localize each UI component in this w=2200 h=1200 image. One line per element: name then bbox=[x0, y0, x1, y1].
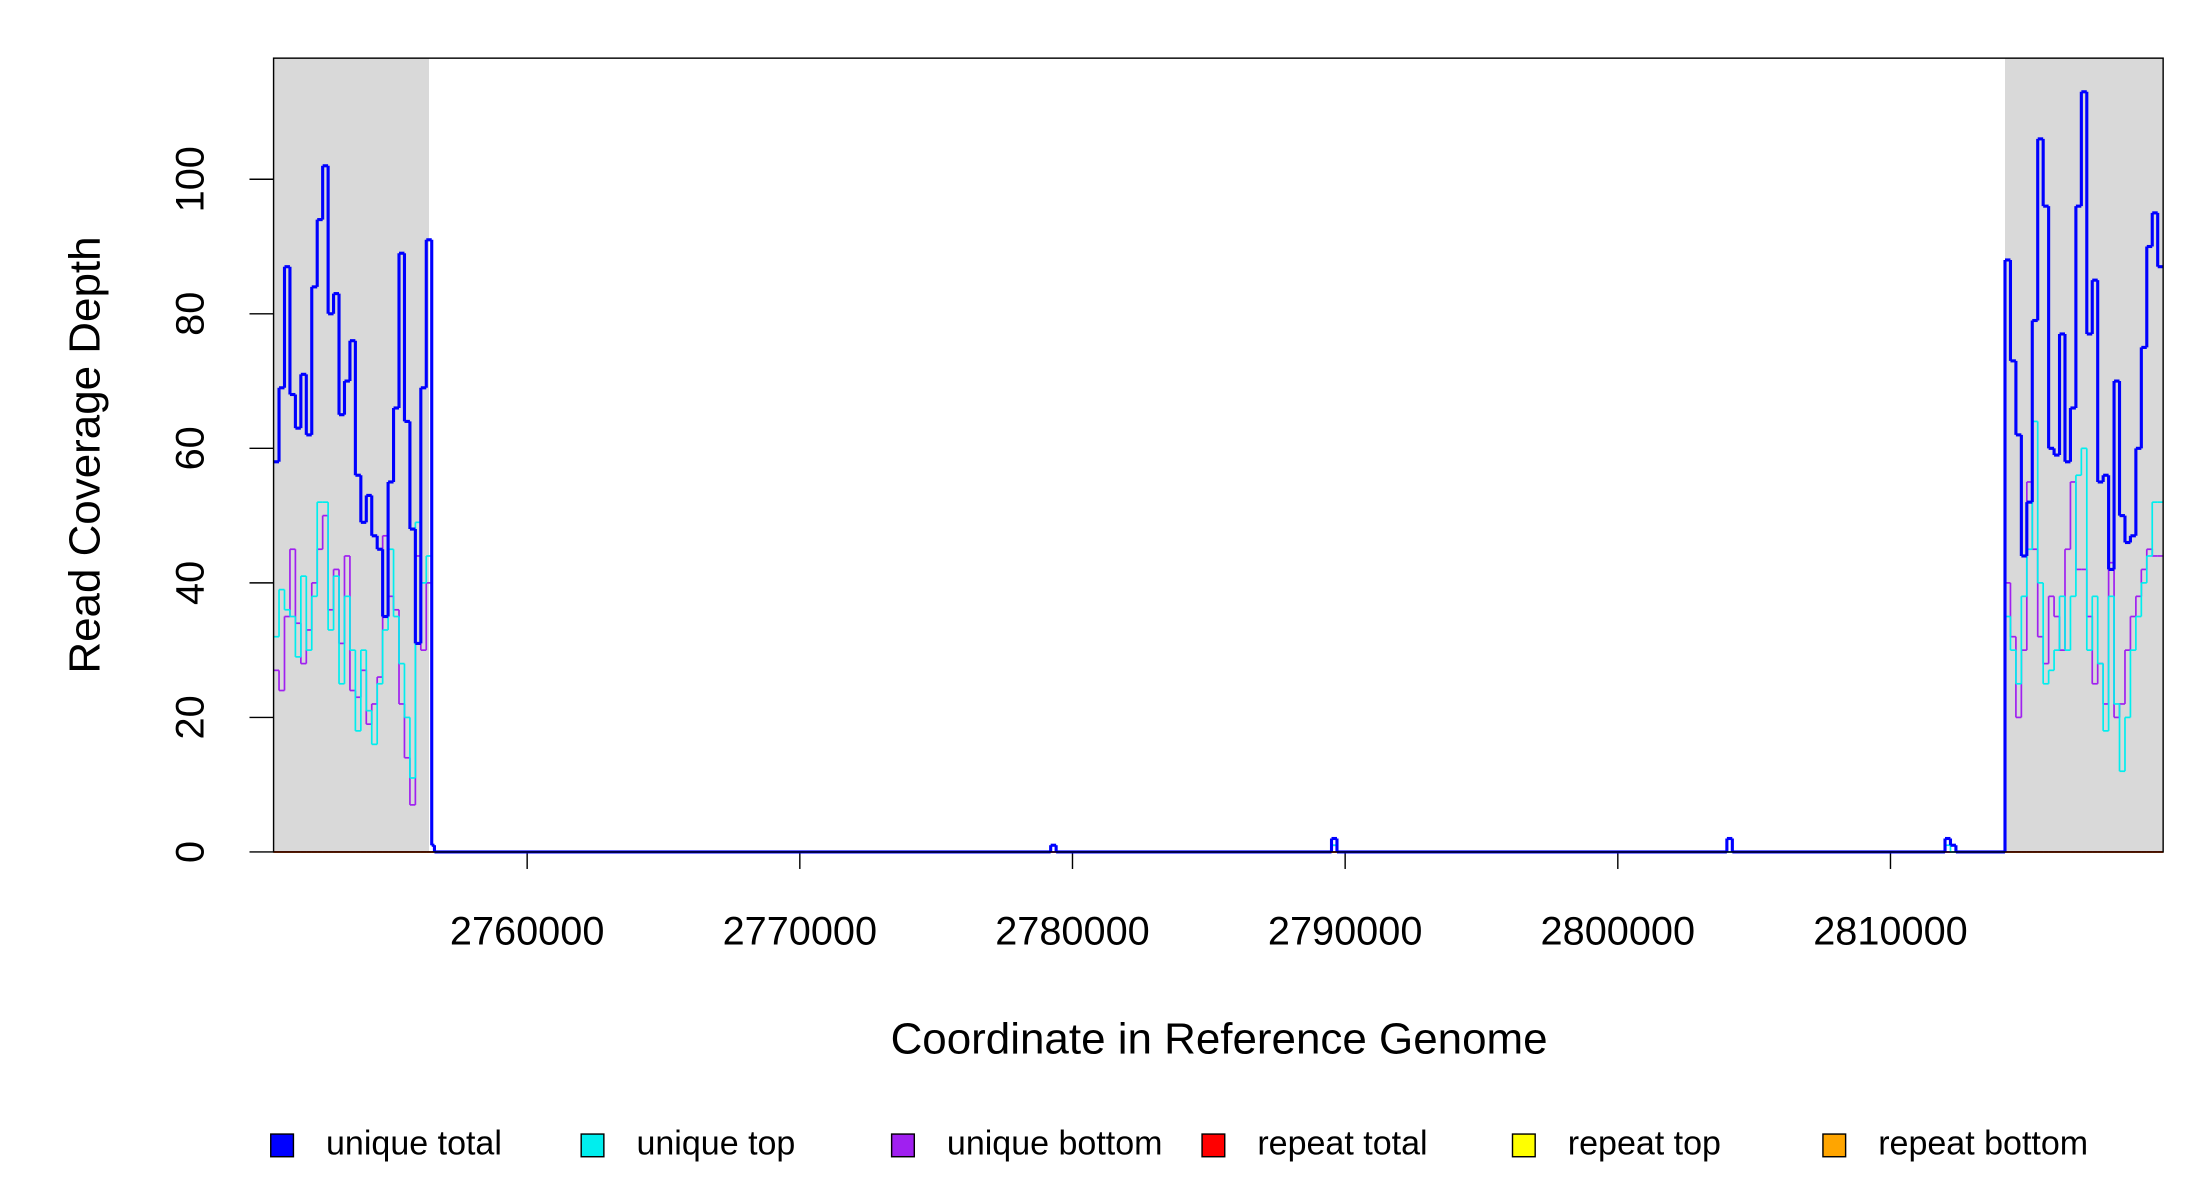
x-tick-label: 2810000 bbox=[1813, 910, 1968, 954]
series bbox=[273, 90, 2164, 854]
legend-label: repeat top bbox=[1568, 1124, 1721, 1162]
legend-swatch bbox=[890, 1133, 916, 1158]
legend-label: unique total bbox=[326, 1124, 502, 1162]
legend-swatch bbox=[270, 1133, 295, 1158]
x-tick-label: 2780000 bbox=[995, 910, 1150, 954]
legend-label: repeat bottom bbox=[1878, 1124, 2088, 1162]
plot-frame bbox=[272, 57, 2164, 853]
y-tick-label: 20 bbox=[168, 695, 212, 739]
x-axis-title: Coordinate in Reference Genome bbox=[891, 1015, 1548, 1064]
legend-swatch bbox=[1511, 1133, 1536, 1158]
series bbox=[273, 420, 2164, 853]
series bbox=[273, 481, 2164, 853]
highlight-region bbox=[273, 58, 430, 852]
legend-swatch bbox=[1201, 1133, 1226, 1158]
y-axis-title: Read Coverage Depth bbox=[60, 236, 109, 673]
legend-label: repeat total bbox=[1257, 1124, 1427, 1162]
x-tick-label: 2790000 bbox=[1268, 910, 1423, 954]
legend-swatch bbox=[1822, 1133, 1847, 1158]
legend-label: unique top bbox=[636, 1124, 795, 1162]
x-tick-label: 2800000 bbox=[1541, 910, 1696, 954]
x-tick-label: 2760000 bbox=[450, 910, 605, 954]
highlight-region bbox=[2004, 58, 2164, 852]
x-tick-label: 2770000 bbox=[723, 910, 878, 954]
y-tick-label: 80 bbox=[168, 292, 212, 336]
legend-label: unique bottom bbox=[947, 1124, 1163, 1162]
y-tick-label: 60 bbox=[168, 426, 212, 470]
y-tick-label: 100 bbox=[168, 146, 212, 212]
y-tick-label: 40 bbox=[168, 561, 212, 605]
y-tick-label: 0 bbox=[168, 841, 212, 863]
legend-swatch bbox=[580, 1133, 605, 1158]
